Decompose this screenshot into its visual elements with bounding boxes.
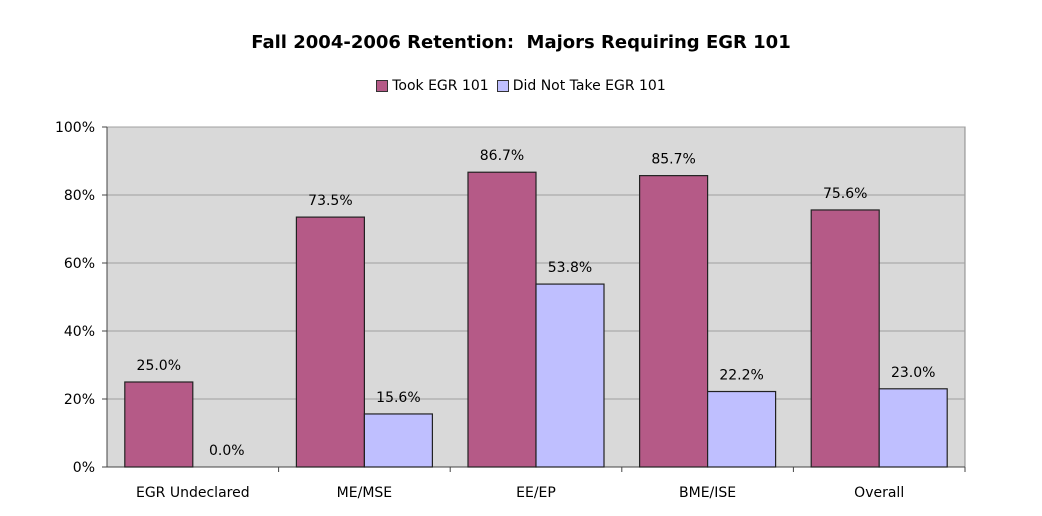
- bar-took: [638, 175, 709, 468]
- data-label-took: 73.5%: [308, 193, 352, 209]
- legend-item-did-not-take: Did Not Take EGR 101: [496, 78, 666, 94]
- legend-label-took: Took EGR 101: [392, 78, 489, 94]
- data-label-did-not-take: 0.0%: [209, 443, 245, 459]
- data-label-did-not-take: 15.6%: [376, 390, 420, 406]
- bar-did-not-take: [363, 413, 433, 468]
- data-label-did-not-take: 53.8%: [548, 260, 592, 276]
- x-tick-label: ME/MSE: [337, 485, 392, 501]
- legend-swatch-did-not-take: [496, 80, 509, 92]
- legend-label-did-not-take: Did Not Take EGR 101: [512, 78, 666, 94]
- y-tick-label: 100%: [55, 120, 95, 136]
- bar-took: [467, 171, 537, 468]
- y-tick-label: 60%: [64, 256, 95, 272]
- chart-title: Fall 2004-2006 Retention: Majors Requiri…: [251, 32, 791, 53]
- y-tick-label: 0%: [73, 460, 95, 476]
- y-tick-label: 20%: [64, 392, 95, 408]
- legend-swatch-took: [376, 80, 389, 92]
- bar-took: [810, 209, 880, 468]
- data-label-did-not-take: 23.0%: [891, 365, 935, 381]
- data-label-took: 86.7%: [480, 148, 524, 164]
- x-tick-label: Overall: [854, 485, 904, 501]
- y-tick-label: 40%: [64, 324, 95, 340]
- x-tick-label: EGR Undeclared: [136, 485, 250, 501]
- data-label-took: 75.6%: [823, 186, 867, 202]
- data-label-took: 25.0%: [137, 358, 181, 374]
- x-tick-label: BME/ISE: [679, 485, 736, 501]
- bar-did-not-take: [878, 388, 948, 468]
- data-label-took: 85.7%: [651, 152, 695, 168]
- data-label-did-not-take: 22.2%: [719, 368, 763, 384]
- bar-did-not-take: [535, 283, 605, 468]
- bar-took: [124, 381, 194, 468]
- legend-item-took: Took EGR 101: [376, 78, 489, 94]
- y-tick-label: 80%: [64, 188, 95, 204]
- bar-did-not-take: [706, 390, 777, 468]
- legend: Took EGR 101 Did Not Take EGR 101: [0, 78, 1042, 94]
- bar-took: [295, 216, 365, 468]
- x-tick-label: EE/EP: [516, 485, 556, 501]
